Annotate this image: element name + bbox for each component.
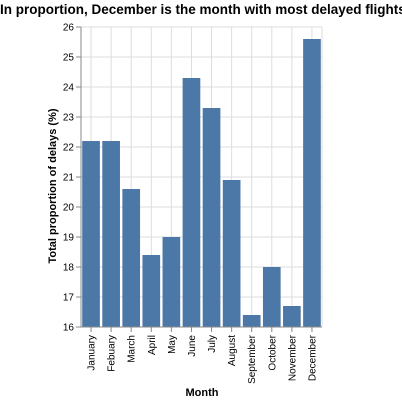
bar-september bbox=[243, 315, 261, 327]
y-tick-label: 26 bbox=[63, 23, 75, 34]
y-tick-label: 25 bbox=[63, 53, 75, 64]
bar-june bbox=[183, 78, 201, 327]
y-tick-label: 18 bbox=[63, 263, 75, 274]
x-tick-label: Febuary bbox=[107, 335, 118, 372]
bar-july bbox=[203, 108, 221, 327]
x-axis-title: Month bbox=[186, 387, 219, 399]
x-tick-label: July bbox=[207, 335, 218, 353]
bar-december bbox=[303, 39, 321, 327]
bar-august bbox=[223, 180, 241, 327]
y-tick-label: 21 bbox=[63, 173, 75, 184]
y-tick-label: 19 bbox=[63, 233, 75, 244]
x-tick-label: August bbox=[227, 335, 238, 366]
y-tick-label: 16 bbox=[63, 323, 75, 334]
y-tick-label: 20 bbox=[63, 203, 75, 214]
y-tick-label: 22 bbox=[63, 143, 75, 154]
x-tick-label: April bbox=[147, 335, 158, 355]
x-tick-label: March bbox=[127, 335, 138, 363]
x-tick-label: June bbox=[187, 335, 198, 357]
bar-may bbox=[163, 237, 181, 327]
x-tick-label: September bbox=[247, 334, 258, 384]
x-tick-label: October bbox=[267, 334, 278, 370]
y-tick-label: 24 bbox=[63, 83, 75, 94]
bar-march bbox=[122, 189, 140, 327]
bar-january bbox=[82, 141, 100, 327]
y-tick-label: 17 bbox=[63, 293, 75, 304]
bar-layer bbox=[82, 39, 321, 327]
bar-november bbox=[283, 306, 301, 327]
x-tick-label: December bbox=[307, 334, 318, 381]
bar-febuary bbox=[102, 141, 120, 327]
bar-april bbox=[142, 255, 160, 327]
y-tick-label: 23 bbox=[63, 113, 75, 124]
y-axis-title: Total proportion of delays (%) bbox=[47, 108, 59, 263]
bar-october bbox=[263, 267, 281, 327]
x-tick-label: May bbox=[167, 335, 178, 354]
x-tick-label: November bbox=[287, 334, 298, 381]
x-tick-label: January bbox=[87, 335, 98, 371]
